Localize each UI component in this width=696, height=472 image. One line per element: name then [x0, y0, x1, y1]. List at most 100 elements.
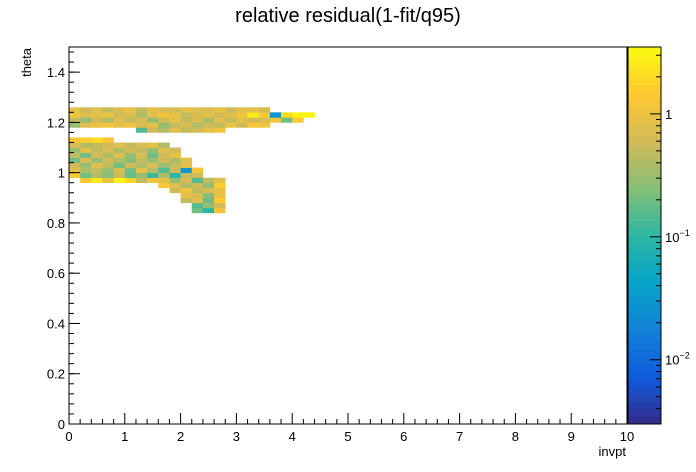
heatmap-cell — [158, 142, 170, 148]
heatmap-cell — [80, 157, 92, 163]
heatmap-cell — [91, 162, 103, 168]
heatmap-cell — [147, 167, 159, 173]
heatmap-cell — [180, 122, 193, 128]
heatmap-cell — [169, 162, 181, 168]
heatmap-cell — [124, 142, 137, 148]
heatmap-cell — [113, 177, 126, 184]
heatmap-cell — [91, 152, 103, 158]
color-bar-band — [628, 160, 661, 169]
y-tick-label: 1.2 — [47, 115, 65, 130]
color-bar-band — [628, 265, 661, 274]
heatmap-cell — [169, 167, 181, 173]
heatmap-cell — [281, 117, 293, 123]
heatmap-cell — [69, 112, 81, 118]
x-tick-label: 6 — [400, 429, 407, 444]
heatmap-cell — [69, 152, 81, 158]
x-tick-label: 4 — [289, 429, 296, 444]
heatmap-cell — [158, 107, 170, 113]
heatmap-cell — [91, 122, 103, 128]
heatmap-cell — [180, 192, 193, 199]
heatmap-cell — [158, 167, 170, 173]
color-bar-band — [628, 92, 661, 101]
heatmap-cell — [147, 112, 159, 118]
heatmap-cell — [135, 147, 148, 153]
heatmap-cell — [102, 152, 114, 158]
heatmap-cell — [124, 177, 137, 184]
heatmap-cell — [236, 117, 248, 123]
heatmap-cell — [113, 152, 126, 158]
heatmap-cell — [113, 167, 126, 173]
heatmap-cell — [214, 197, 226, 204]
heatmap-cell — [202, 197, 215, 204]
heatmap-cell — [80, 137, 92, 143]
heatmap-cell — [147, 152, 159, 158]
heatmap-cell — [69, 162, 81, 168]
heatmap-cell — [214, 192, 226, 199]
heatmap-cell — [135, 117, 148, 123]
heatmap-cell — [180, 197, 193, 204]
heatmap-cell — [258, 107, 271, 113]
heatmap-cell — [80, 177, 92, 184]
heatmap-cell — [202, 117, 215, 123]
heatmap-cell — [147, 127, 159, 133]
color-bar-band — [628, 243, 661, 251]
color-bar-frame — [627, 46, 662, 425]
heatmap-cell — [158, 182, 170, 189]
y-tick-label: 0.2 — [47, 367, 65, 382]
heatmap-cell — [191, 167, 204, 173]
heatmap-cell — [169, 172, 181, 178]
y-tick-label: 0.4 — [47, 316, 65, 331]
heatmap-cell — [147, 107, 159, 113]
heatmap-cell — [158, 162, 170, 168]
color-bar-band — [628, 145, 661, 153]
heatmap-cell — [225, 117, 237, 123]
heatmap-cell — [147, 162, 159, 168]
heatmap-cell — [269, 117, 282, 123]
heatmap-cell — [91, 177, 103, 184]
heatmap-cell — [135, 122, 148, 128]
x-tick-label: 9 — [568, 429, 575, 444]
heatmap-cell — [247, 117, 260, 123]
heatmap-cell — [191, 192, 204, 199]
color-bar-band — [628, 356, 661, 365]
heatmap-cell — [80, 152, 92, 158]
color-bar-band — [628, 99, 661, 108]
heatmap-cell — [147, 147, 159, 153]
heatmap-cell — [80, 122, 92, 128]
heatmap-cell — [80, 117, 92, 123]
heatmap-cell — [225, 112, 237, 118]
heatmap-cell — [169, 147, 181, 153]
heatmap-cell — [80, 107, 92, 113]
heatmap-cell — [180, 117, 193, 123]
heatmap-cell — [158, 147, 170, 153]
y-tick-label: 1 — [58, 166, 65, 181]
x-tick-label: 8 — [512, 429, 519, 444]
heatmap-cell — [236, 112, 248, 118]
heatmap-cell — [180, 172, 193, 178]
heatmap-cell — [135, 142, 148, 148]
heatmap-cell — [69, 142, 81, 148]
color-bar-band — [628, 348, 661, 357]
heatmap-cell — [147, 122, 159, 128]
heatmap-cell — [202, 127, 215, 133]
heatmap-cell — [247, 107, 260, 113]
heatmap-cell — [214, 187, 226, 194]
heatmap-cell — [281, 112, 293, 118]
color-bar-band — [628, 363, 661, 372]
heatmap-cell — [113, 142, 126, 148]
heatmap-cell — [113, 107, 126, 113]
heatmap-cell — [69, 157, 81, 163]
x-axis-label: invpt — [599, 444, 627, 459]
color-bar-band — [628, 129, 661, 138]
color-bar-band — [628, 371, 661, 380]
y-axis-label: theta — [19, 47, 34, 77]
color-bar-band — [628, 54, 661, 63]
x-tick-label: 0 — [65, 429, 72, 444]
color-bar-band — [628, 62, 661, 71]
heatmap-cell — [158, 177, 170, 184]
heatmap-cell — [202, 122, 215, 128]
heatmap-cell — [80, 142, 92, 148]
heatmap-cell — [135, 162, 148, 168]
heatmap-cell — [214, 117, 226, 123]
